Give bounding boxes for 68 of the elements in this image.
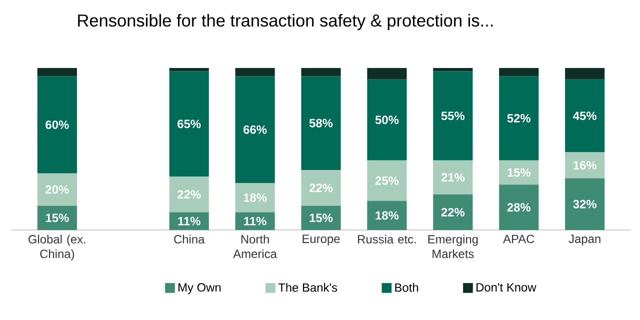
data-label: 28%: [507, 203, 531, 212]
bar: [367, 79, 407, 160]
data-label: 32%: [573, 200, 596, 208]
legend-label: Don't Know: [476, 283, 536, 292]
x-tick-label: Emerging Markets: [428, 234, 478, 258]
data-label: 18%: [376, 211, 399, 220]
bar: [499, 160, 539, 185]
bar: [367, 200, 407, 230]
data-label: 22%: [178, 190, 201, 199]
chart-title: Rensonsible for the transaction safety & protection is...: [78, 14, 493, 30]
bar: [169, 71, 209, 177]
bar: [301, 206, 341, 230]
bar: [367, 68, 407, 80]
bar: [433, 71, 473, 160]
data-label: 25%: [375, 176, 399, 185]
x-tick-label: Japan: [568, 234, 600, 246]
bar: [499, 76, 539, 160]
bar: [235, 76, 275, 184]
data-label: 45%: [573, 112, 596, 120]
bar: [235, 183, 275, 212]
bar: [499, 68, 539, 76]
data-label: 15%: [46, 214, 69, 222]
x-tick-label: China: [174, 234, 205, 244]
data-label: 65%: [178, 120, 201, 128]
data-label: 15%: [310, 214, 333, 222]
data-label: 22%: [309, 184, 333, 192]
bar: [301, 170, 341, 206]
bar: [433, 68, 473, 72]
data-label: 11%: [178, 216, 200, 226]
bar: [235, 212, 275, 230]
data-label: 21%: [441, 173, 465, 182]
legend-label: My Own: [178, 283, 221, 294]
bar: [169, 212, 209, 230]
bar: [37, 76, 77, 174]
bar: [565, 178, 605, 230]
data-label: 60%: [46, 120, 69, 129]
data-label: 55%: [441, 112, 465, 120]
data-label: 20%: [46, 185, 69, 194]
bar: [301, 68, 341, 76]
data-label: 58%: [309, 118, 333, 128]
bar: [37, 173, 77, 206]
legend-label: Both: [395, 283, 418, 292]
data-label: 50%: [375, 116, 399, 124]
bar: [433, 160, 473, 194]
data-label: 22%: [441, 208, 465, 216]
x-tick-label: APAC: [503, 234, 534, 244]
bar: [433, 194, 473, 230]
bar: [367, 160, 407, 201]
bar: [169, 176, 209, 212]
data-label: 15%: [508, 168, 531, 177]
bar: [565, 79, 605, 152]
bar: [235, 68, 275, 76]
data-label: 66%: [244, 125, 267, 134]
bar: [565, 68, 605, 80]
bar: [499, 184, 539, 230]
x-tick-label: North America: [233, 234, 277, 258]
x-tick-label: Russia etc.: [358, 234, 416, 244]
bar: [37, 68, 77, 76]
data-label: 16%: [574, 160, 596, 170]
data-label: 18%: [244, 193, 267, 202]
data-label: 11%: [244, 216, 266, 226]
data-label: 52%: [507, 114, 531, 122]
bar: [169, 68, 209, 72]
legend-label: The Bank's: [278, 283, 338, 292]
x-tick-label: Global (ex. China): [28, 234, 86, 260]
bar: [301, 76, 341, 170]
bar: [37, 206, 77, 230]
x-tick-label: Europe: [302, 234, 340, 246]
